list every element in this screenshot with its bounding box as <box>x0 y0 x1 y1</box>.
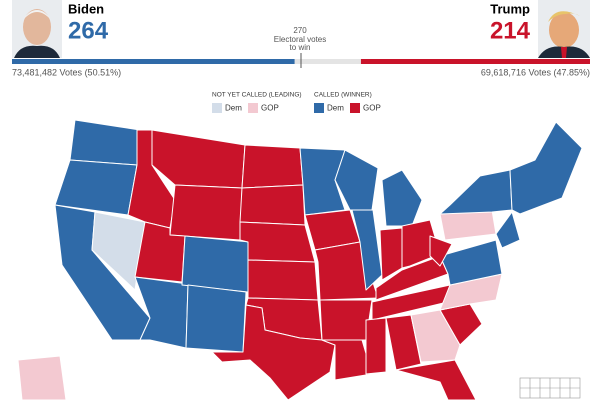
candidate-name: Trump <box>490 1 530 16</box>
popular-vote: 73,481,482 Votes (50.51%) <box>12 67 121 77</box>
legend-swatch <box>314 103 324 113</box>
bar <box>12 59 295 64</box>
legend-title: CALLED (WINNER) <box>314 92 372 99</box>
threshold-caption: to win <box>290 43 311 52</box>
electoral-votes: 264 <box>68 17 109 44</box>
electoral-bar <box>12 53 590 68</box>
trump-photo <box>538 0 590 58</box>
popular-vote: 69,618,716 Votes (47.85%) <box>481 67 590 77</box>
legend-label: GOP <box>261 104 279 113</box>
biden-photo <box>12 0 62 58</box>
threshold-caption: Electoral votes <box>274 35 326 44</box>
legend: Dem GOP Dem GOP <box>212 103 381 113</box>
bar <box>360 59 590 64</box>
electoral-grid <box>519 377 581 399</box>
legend-swatch <box>212 103 222 113</box>
legend-label: Dem <box>225 104 242 113</box>
legend-label: GOP <box>363 104 381 113</box>
threshold-value: 270 <box>293 26 307 35</box>
electoral-votes: 214 <box>490 17 531 44</box>
us-map <box>17 119 583 401</box>
legend-label: Dem <box>327 104 344 113</box>
legend-swatch <box>350 103 360 113</box>
legend-title: NOT YET CALLED (LEADING) <box>212 92 302 99</box>
candidate-name: Biden <box>68 1 104 16</box>
legend-swatch <box>248 103 258 113</box>
